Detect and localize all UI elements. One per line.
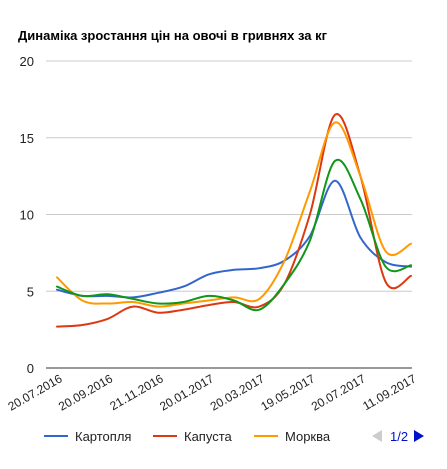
series-line-green: [56, 158, 412, 312]
legend-label: Морква: [285, 429, 331, 444]
legend-label: Капуста: [184, 429, 233, 444]
series-line-картопля: [56, 179, 412, 299]
prev-page-icon[interactable]: [372, 430, 382, 442]
next-page-icon[interactable]: [414, 430, 424, 442]
x-tick-label: 20.09.2016: [56, 371, 115, 413]
x-tick-label: 11.09.2017: [360, 371, 419, 413]
gridlines: [46, 60, 412, 369]
chart-title: Динаміка зростання цін на овочі в гривня…: [18, 28, 328, 43]
y-tick-label: 10: [20, 208, 34, 223]
legend: Картопля Капуста Морква: [44, 429, 331, 444]
x-tick-label: 21.11.2016: [107, 371, 166, 413]
y-tick-label: 0: [27, 361, 34, 376]
x-tick-label: 20.01.2017: [157, 371, 216, 413]
y-tick-label: 15: [20, 131, 34, 146]
legend-label: Картопля: [75, 429, 131, 444]
x-tick-label: 20.07.2017: [309, 371, 368, 413]
x-axis-ticks: 20.07.201620.09.201621.11.201620.01.2017…: [5, 371, 418, 413]
x-tick-label: 20.07.2016: [5, 371, 64, 413]
legend-pager: 1/2: [372, 429, 424, 444]
x-tick-label: 19.05.2017: [258, 371, 317, 413]
y-axis-ticks: 0 5 10 15 20: [20, 54, 34, 376]
x-tick-label: 20.03.2017: [208, 371, 267, 413]
y-tick-label: 5: [27, 284, 34, 299]
series-line-морква: [56, 121, 412, 308]
series-lines: [56, 113, 412, 328]
y-tick-label: 20: [20, 54, 34, 69]
page-indicator: 1/2: [390, 429, 408, 444]
